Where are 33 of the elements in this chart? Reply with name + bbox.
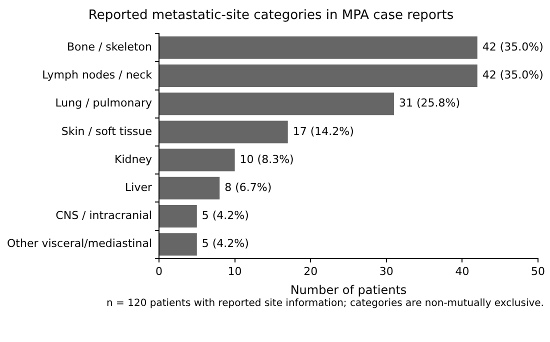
bar bbox=[160, 36, 478, 59]
y-tick-label: Lung / pulmonary bbox=[55, 96, 152, 110]
bar bbox=[160, 148, 235, 172]
data-label: 8 (6.7%) bbox=[224, 181, 272, 194]
y-tick-label: Kidney bbox=[114, 152, 152, 166]
y-tick-label: Lymph nodes / neck bbox=[42, 68, 153, 82]
x-tick-label: 40 bbox=[455, 264, 470, 278]
data-label: 31 (25.8%) bbox=[398, 96, 460, 110]
x-tick-label: 50 bbox=[531, 264, 545, 278]
data-label: 5 (4.2%) bbox=[202, 237, 249, 250]
data-label: 10 (8.3%) bbox=[240, 152, 294, 166]
data-label: 17 (14.2%) bbox=[292, 124, 354, 138]
bar bbox=[160, 92, 394, 116]
data-label: 42 (35.0%) bbox=[482, 40, 544, 54]
y-tick-label: CNS / intracranial bbox=[56, 209, 152, 222]
chart-title: Reported metastatic-site categories in MPA case reports bbox=[88, 8, 454, 24]
bar bbox=[160, 176, 220, 200]
y-tick-label: Liver bbox=[125, 181, 152, 194]
data-label: 5 (4.2%) bbox=[202, 209, 249, 222]
y-tick-label: Other visceral/mediastinal bbox=[7, 237, 152, 250]
data-label: 42 (35.0%) bbox=[482, 68, 544, 82]
x-tick-label: 0 bbox=[156, 264, 162, 278]
bar bbox=[160, 233, 197, 256]
bar bbox=[160, 64, 478, 87]
text: n = 120 patients with reported site information; categories are non-mutually exclusive. bbox=[106, 298, 544, 309]
y-tick-label: Skin / soft tissue bbox=[61, 124, 152, 138]
x-tick-label: 10 bbox=[228, 264, 242, 278]
bar bbox=[160, 205, 197, 228]
y-tick-label: Bone / skeleton bbox=[66, 40, 152, 54]
x-tick-label: 30 bbox=[379, 264, 394, 278]
x-axis-title: Number of patients bbox=[290, 282, 407, 297]
x-tick-label: 20 bbox=[304, 264, 318, 278]
bar bbox=[160, 120, 288, 144]
